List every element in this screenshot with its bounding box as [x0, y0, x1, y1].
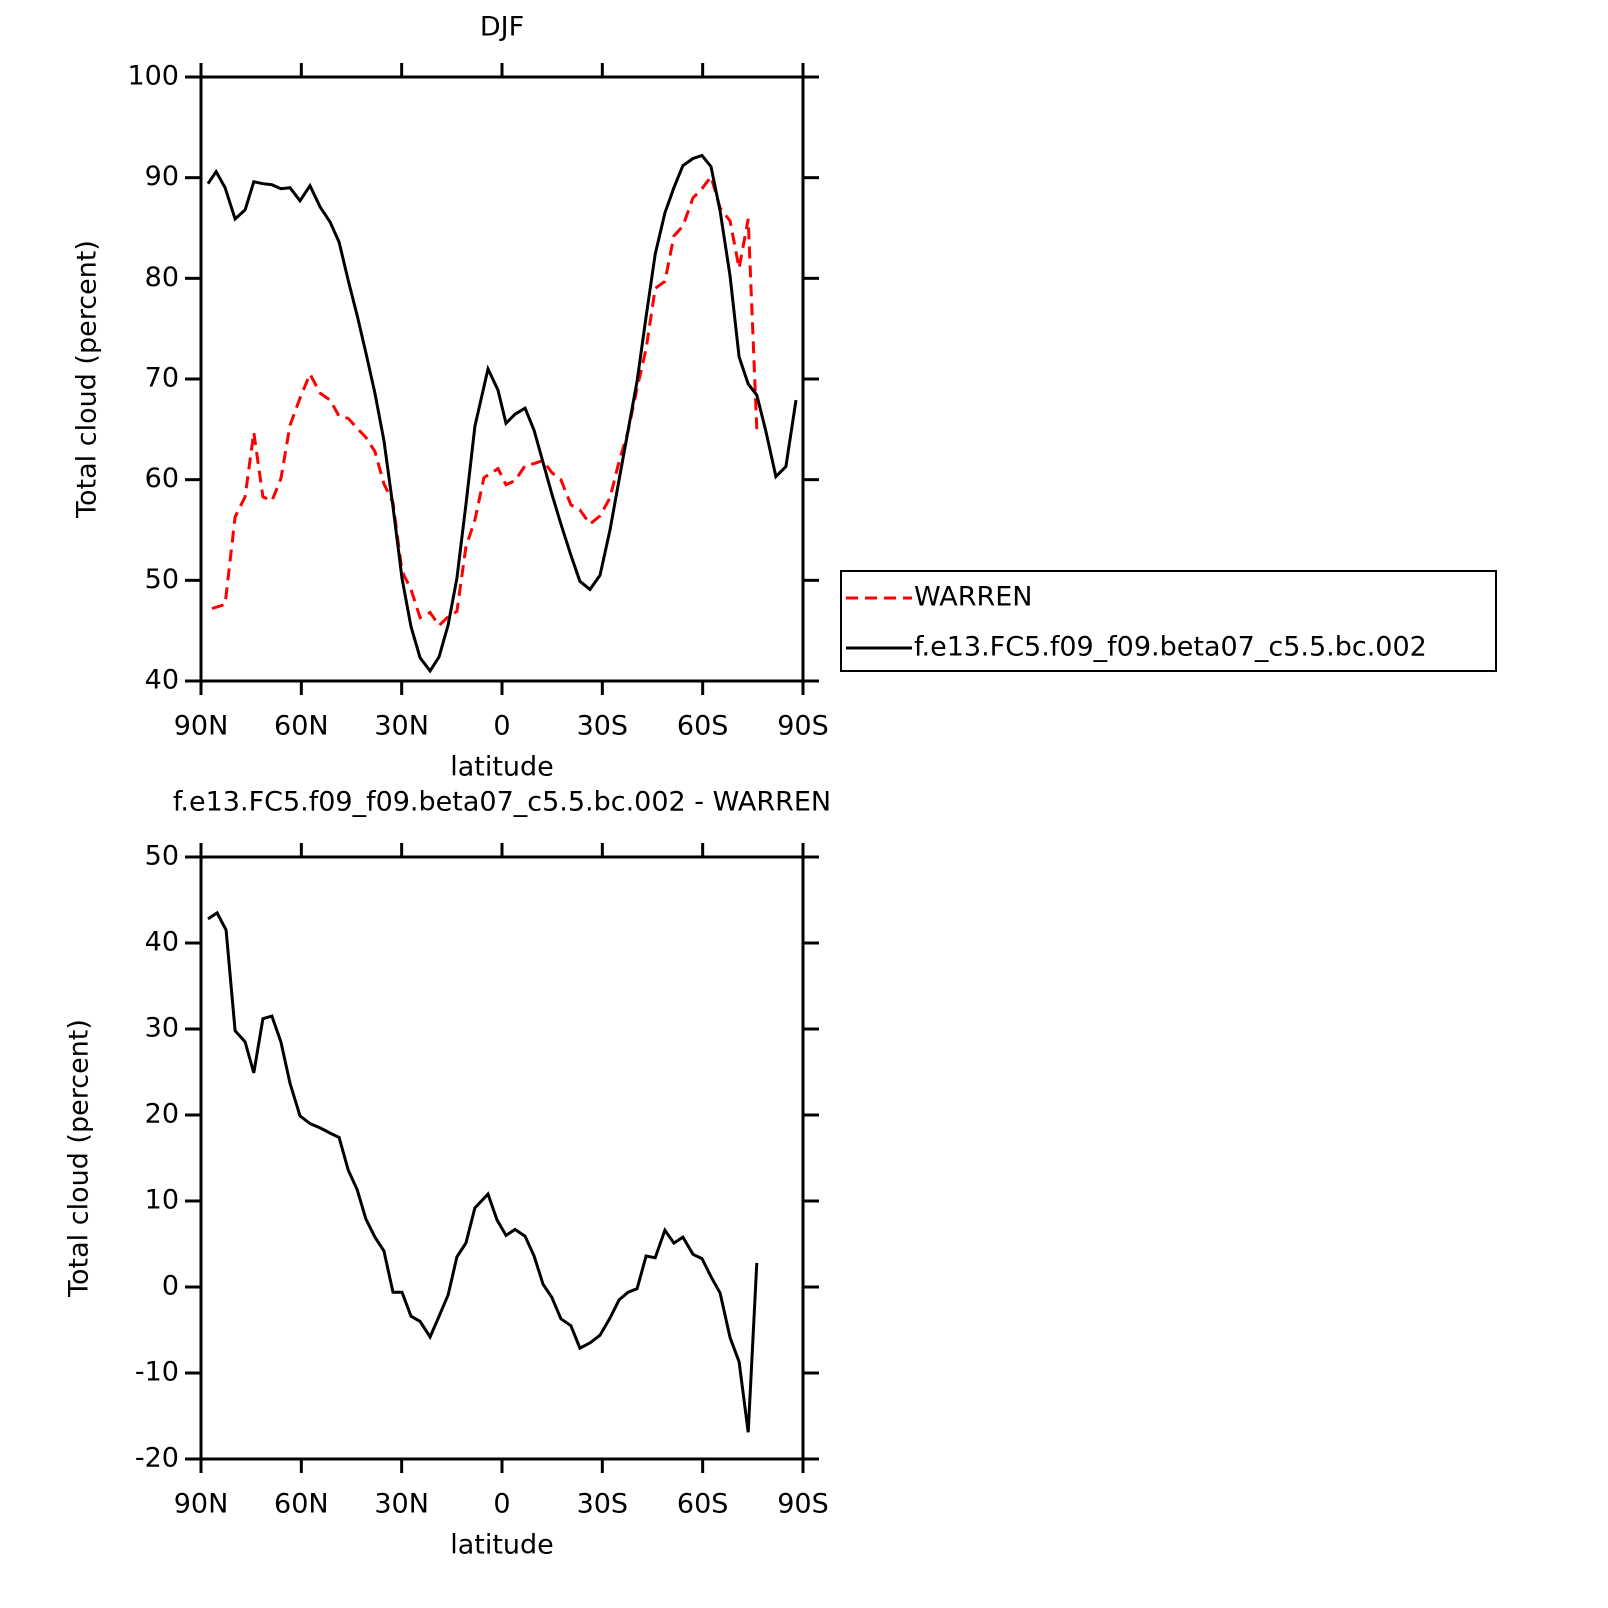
plot-frame — [199, 855, 805, 1461]
data-line — [206, 153, 798, 674]
legend-label: WARREN — [914, 582, 1032, 613]
chart-title: DJF — [480, 12, 524, 43]
y-tick-label: 30 — [145, 1013, 179, 1044]
y-tick-label: 50 — [145, 564, 179, 595]
data-line — [211, 173, 759, 628]
y-tick-label: 70 — [145, 363, 179, 394]
x-tick-label: 30S — [577, 711, 629, 742]
x-tick-label: 90N — [174, 1489, 229, 1520]
x-tick-label: 90S — [777, 1489, 829, 1520]
x-tick-label: 30N — [374, 711, 429, 742]
y-tick-label: 20 — [145, 1099, 179, 1130]
x-tick-label: 0 — [493, 711, 510, 742]
x-tick-label: 60S — [677, 711, 729, 742]
x-tick-label: 90N — [174, 711, 229, 742]
y-tick-label: -10 — [135, 1357, 179, 1388]
y-tick-label: 40 — [145, 927, 179, 958]
y-tick-label: 80 — [145, 262, 179, 293]
x-axis-label: latitude — [450, 1530, 554, 1561]
y-axis-label: Total cloud (percent) — [72, 240, 103, 519]
y-tick-label: 10 — [145, 1185, 179, 1216]
y-tick-label: -20 — [135, 1443, 179, 1474]
x-tick-label: 60S — [677, 1489, 729, 1520]
y-tick-label: 90 — [145, 161, 179, 192]
y-tick-label: 50 — [145, 841, 179, 872]
data-line — [207, 910, 759, 1433]
x-tick-label: 60N — [274, 1489, 329, 1520]
x-tick-label: 30S — [577, 1489, 629, 1520]
x-tick-label: 90S — [777, 711, 829, 742]
y-tick-label: 40 — [145, 665, 179, 696]
chart-title: f.e13.FC5.f09_f09.beta07_c5.5.bc.002 - W… — [173, 787, 831, 818]
x-tick-label: 60N — [274, 711, 329, 742]
legend-box — [840, 570, 1497, 672]
legend-label: f.e13.FC5.f09_f09.beta07_c5.5.bc.002 — [914, 632, 1427, 663]
y-axis-label: Total cloud (percent) — [64, 1019, 95, 1298]
y-tick-label: 60 — [145, 463, 179, 494]
y-tick-label: 100 — [127, 61, 179, 92]
y-tick-label: 0 — [162, 1271, 179, 1302]
x-tick-label: 30N — [374, 1489, 429, 1520]
x-tick-label: 0 — [493, 1489, 510, 1520]
x-axis-label: latitude — [450, 752, 554, 783]
